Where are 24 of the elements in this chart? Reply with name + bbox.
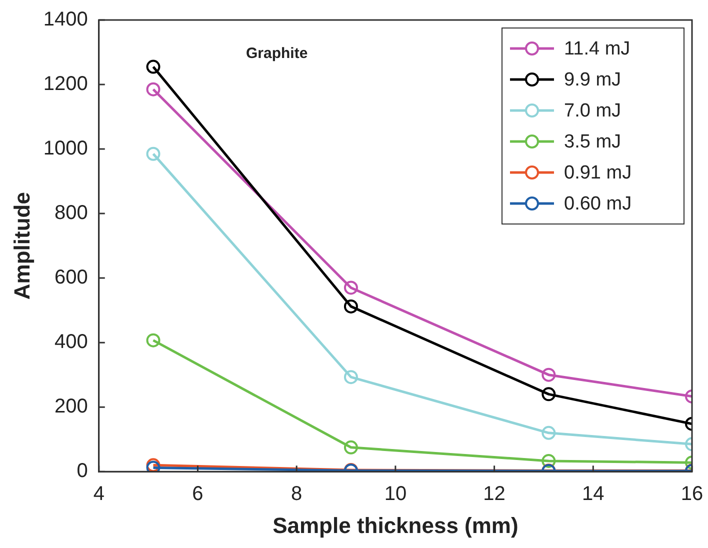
legend-label: 3.5 mJ bbox=[564, 132, 622, 153]
legend-label: 11.4 mJ bbox=[564, 38, 630, 60]
x-tick-label: 12 bbox=[483, 483, 506, 506]
x-axis-title: Sample thickness (mm) bbox=[272, 512, 518, 538]
y-tick-label: 800 bbox=[54, 202, 88, 224]
y-tick-label: 1200 bbox=[43, 73, 88, 96]
y-tick-label: 0 bbox=[76, 460, 88, 482]
legend-label: 9.9 mJ bbox=[564, 70, 622, 91]
annotation: Graphite bbox=[246, 45, 308, 62]
x-tick-label: 4 bbox=[93, 483, 104, 506]
x-tick-label: 16 bbox=[680, 483, 704, 506]
y-tick-label: 400 bbox=[54, 331, 88, 354]
y-tick-label: 600 bbox=[54, 266, 88, 289]
x-tick-label: 6 bbox=[192, 483, 204, 506]
x-tick-label: 14 bbox=[582, 483, 604, 506]
y-tick-label: 1400 bbox=[43, 8, 88, 31]
legend-label: 0.60 mJ bbox=[564, 194, 632, 215]
y-tick-label: 200 bbox=[54, 396, 88, 418]
x-tick-label: 8 bbox=[291, 483, 302, 506]
x-tick-label: 10 bbox=[384, 483, 407, 506]
legend-label: 7.0 mJ bbox=[564, 100, 622, 122]
legend-label: 0.91 mJ bbox=[564, 162, 632, 184]
y-tick-label: 1000 bbox=[43, 138, 88, 160]
y-axis-title: Amplitude bbox=[9, 192, 34, 300]
